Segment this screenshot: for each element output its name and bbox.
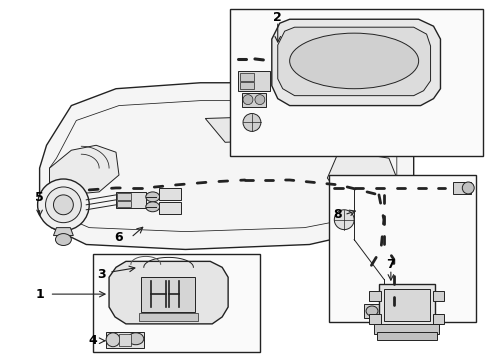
Bar [384,289,430,321]
Polygon shape [40,83,414,249]
Bar [242,93,266,107]
Ellipse shape [381,306,393,316]
Bar [159,188,180,200]
Bar [238,71,270,91]
Ellipse shape [290,33,418,89]
Bar [240,82,254,89]
Bar [240,73,254,81]
Ellipse shape [53,195,74,215]
Bar [116,192,146,208]
Polygon shape [53,228,74,235]
Bar [119,334,131,346]
Text: 5: 5 [35,192,44,204]
Ellipse shape [366,306,378,316]
Polygon shape [278,27,431,96]
Bar [117,201,131,207]
Bar [230,9,483,156]
Bar [369,314,381,324]
Bar [433,314,444,324]
Ellipse shape [243,113,261,131]
Ellipse shape [55,234,72,246]
Ellipse shape [334,210,354,230]
Text: 1: 1 [35,288,44,301]
Ellipse shape [462,182,474,194]
Bar [364,304,404,318]
Bar [117,193,131,200]
Bar [453,182,471,194]
Bar [93,255,260,352]
Bar [141,277,196,312]
Polygon shape [272,19,441,105]
Ellipse shape [46,187,81,223]
Ellipse shape [106,333,120,347]
Bar [374,324,440,334]
Ellipse shape [243,95,253,105]
Text: 2: 2 [273,11,282,24]
Text: 6: 6 [115,231,123,244]
Bar [369,291,381,301]
Text: 7: 7 [387,258,395,271]
Text: 8: 8 [333,208,342,221]
Ellipse shape [128,333,144,345]
Ellipse shape [146,202,160,212]
Bar [106,332,144,348]
Bar [433,291,444,301]
Text: 3: 3 [97,268,105,281]
Text: 4: 4 [89,334,98,347]
Polygon shape [109,261,228,324]
Ellipse shape [38,179,89,231]
Bar [377,332,437,340]
Bar [139,313,198,321]
Bar [159,202,180,214]
Ellipse shape [146,192,160,202]
Polygon shape [205,116,319,142]
Bar [379,284,435,326]
Polygon shape [327,150,397,200]
Ellipse shape [255,95,265,105]
Bar [329,175,476,322]
Polygon shape [49,145,119,195]
